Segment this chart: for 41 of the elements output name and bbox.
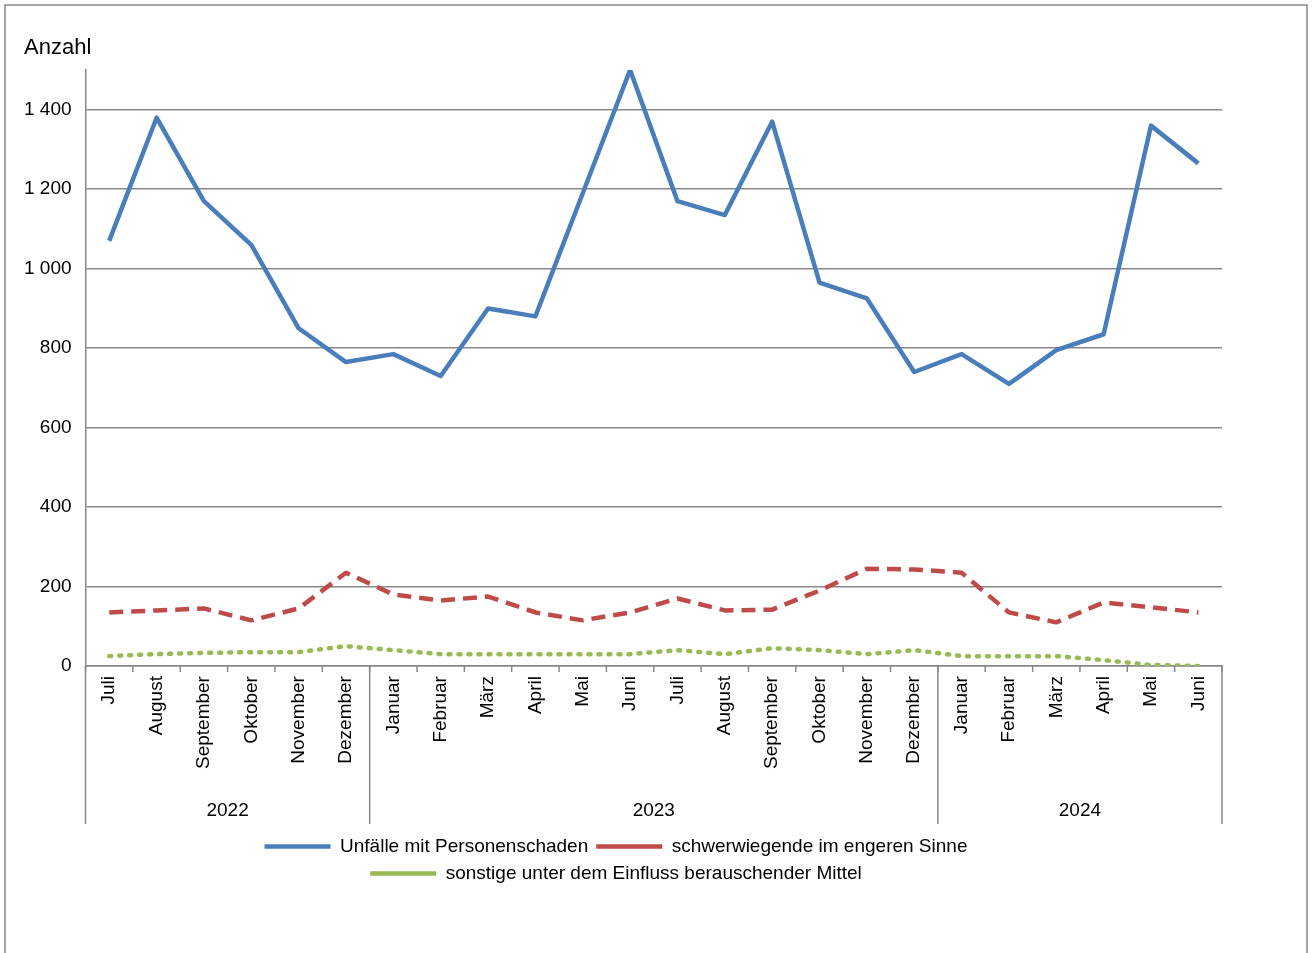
text: 2024 [1058, 799, 1102, 821]
x-tick-label: September [192, 675, 214, 770]
line-series [106, 643, 1201, 667]
x-tick-label: Februar [428, 675, 450, 743]
line-series [106, 566, 1201, 625]
x-tick-label: Juni [1186, 676, 1208, 711]
y-axis-title: Anzahl [24, 34, 92, 59]
x-tick-label: April [1091, 676, 1113, 715]
y-tick-label: 1 400 [24, 97, 72, 119]
y-tick-label: 1 200 [24, 177, 72, 199]
x-tick-label: Dezember [334, 675, 356, 764]
x-tick-label: August [144, 675, 166, 736]
x-tick-label: November [855, 675, 877, 764]
x-tick-label: Juni [618, 676, 640, 711]
x-tick-label: Juli [665, 676, 687, 705]
x-tick-label: April [523, 676, 545, 715]
y-tick-label: 800 [39, 336, 72, 358]
y-tick-label: 0 [60, 654, 72, 676]
y-tick-label: 200 [39, 574, 72, 596]
x-tick-label: Juli [97, 676, 119, 705]
x-tick-label: März [476, 676, 498, 719]
x-tick-label: November [286, 675, 308, 764]
y-tick-label: 1 000 [24, 256, 72, 278]
x-tick-label: März [1044, 676, 1066, 719]
text: 2022 [206, 799, 249, 821]
x-tick-label: Februar [997, 675, 1019, 743]
x-tick-label: Oktober [807, 675, 829, 744]
x-tick-label: Oktober [239, 675, 261, 744]
x-tick-label: September [760, 675, 782, 770]
x-tick-label: Mai [570, 676, 592, 707]
x-tick-label: Dezember [902, 675, 924, 764]
x-tick-label: August [713, 675, 735, 736]
x-tick-label: Mai [1139, 676, 1161, 707]
text: 2023 [632, 799, 675, 821]
x-tick-label: Januar [949, 675, 971, 735]
y-tick-label: 600 [39, 415, 72, 437]
legend-label: schwerwiegende im engeren Sinne [671, 834, 968, 856]
y-tick-label: 400 [39, 495, 72, 517]
legend-label: sonstige unter dem Einfluss berauschender Mittel [445, 861, 862, 883]
legend-label: Unfälle mit Personenschaden [340, 834, 589, 856]
x-tick-label: Januar [381, 675, 403, 735]
